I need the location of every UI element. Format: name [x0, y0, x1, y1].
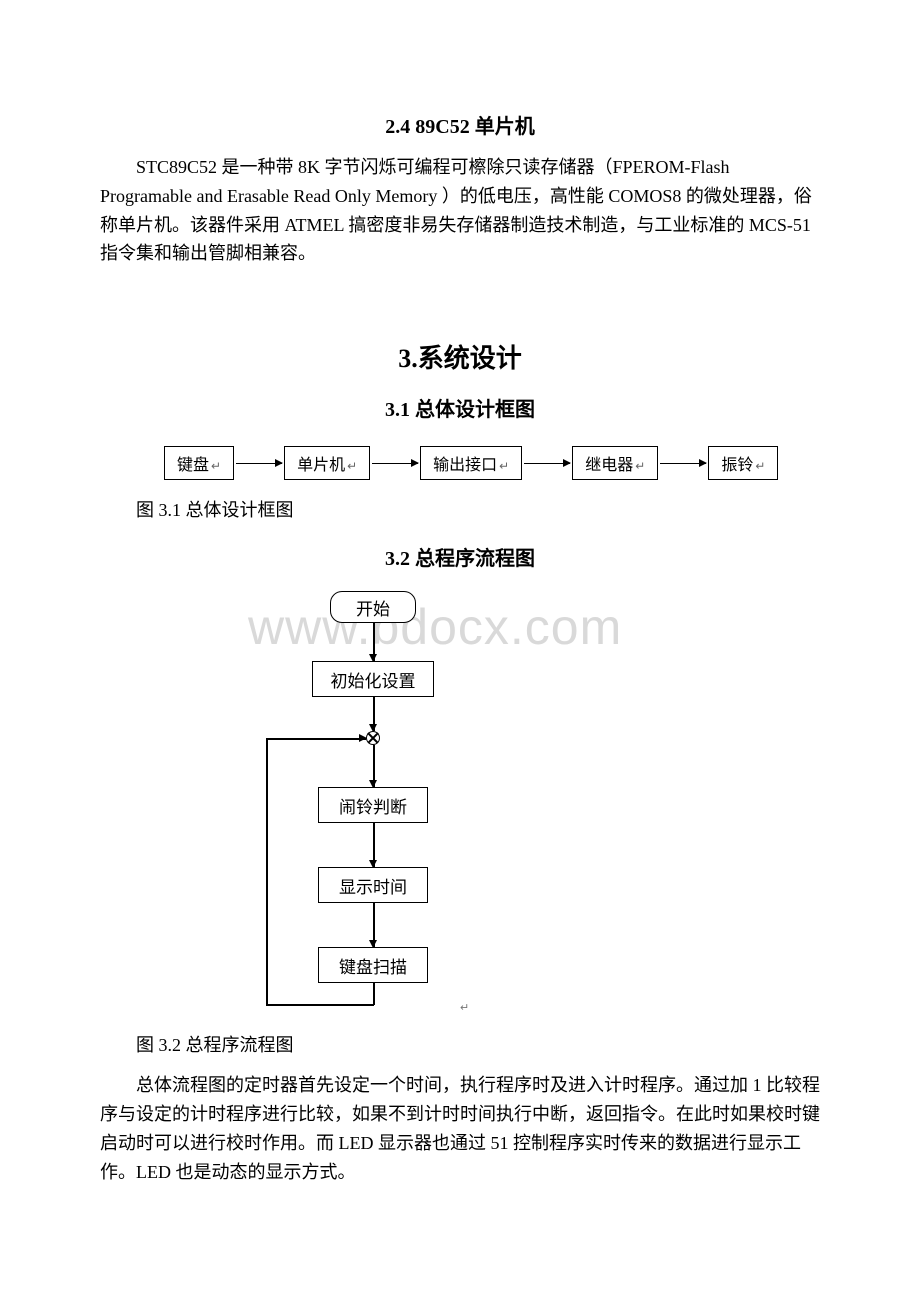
- flow-edge: [373, 823, 375, 867]
- arrow-icon: [660, 463, 706, 464]
- flow-junction-x: [366, 731, 380, 745]
- figure-3-1-caption: 图 3.1 总体设计框图: [136, 496, 820, 522]
- block-node-ring: 振铃↵: [708, 446, 778, 480]
- section-2-4-paragraph: STC89C52 是一种带 8K 字节闪烁可编程可檫除只读存储器（FPEROM-…: [100, 153, 820, 268]
- block-diagram: 键盘↵ 单片机↵ 输出接口↵ 继电器↵ 振铃↵: [164, 446, 820, 480]
- arrow-icon: [372, 463, 418, 464]
- flow-loop-down: [373, 983, 375, 1005]
- section-3-heading: 3.系统设计: [100, 338, 820, 375]
- flow-edge: [373, 745, 375, 787]
- flow-node-scan: 键盘扫描: [318, 947, 428, 983]
- flow-edge: [373, 697, 375, 731]
- flow-loop-up: [266, 738, 268, 1005]
- section-3-2-paragraph-1: 总体流程图的定时器首先设定一个时间，执行程序时及进入计时程序。通过加 1 比较程…: [100, 1071, 820, 1186]
- flow-loop-right: [266, 738, 366, 740]
- block-node-mcu: 单片机↵: [284, 446, 370, 480]
- section-2-4-heading: 2.4 89C52 单片机: [100, 110, 820, 139]
- block-node-output: 输出接口↵: [420, 446, 522, 480]
- section-3-1-heading: 3.1 总体设计框图: [100, 393, 820, 422]
- arrow-icon: [236, 463, 282, 464]
- flow-node-display: 显示时间: [318, 867, 428, 903]
- block-node-keyboard: 键盘↵: [164, 446, 234, 480]
- arrow-icon: [524, 463, 570, 464]
- flow-loop-left: [266, 1004, 374, 1006]
- flow-node-init: 初始化设置: [312, 661, 434, 697]
- section-3-2-heading: 3.2 总程序流程图: [100, 542, 820, 571]
- flow-node-start: 开始: [330, 591, 416, 623]
- figure-3-2-caption: 图 3.2 总程序流程图: [136, 1031, 820, 1057]
- flow-node-alarm: 闹铃判断: [318, 787, 428, 823]
- flow-edge: [373, 903, 375, 947]
- block-node-relay: 继电器↵: [572, 446, 658, 480]
- flow-edge: [373, 623, 375, 661]
- flowchart: 开始 初始化设置 闹铃判断 显示时间 键盘扫描 ↵: [230, 591, 570, 1021]
- return-marker: ↵: [460, 1001, 469, 1014]
